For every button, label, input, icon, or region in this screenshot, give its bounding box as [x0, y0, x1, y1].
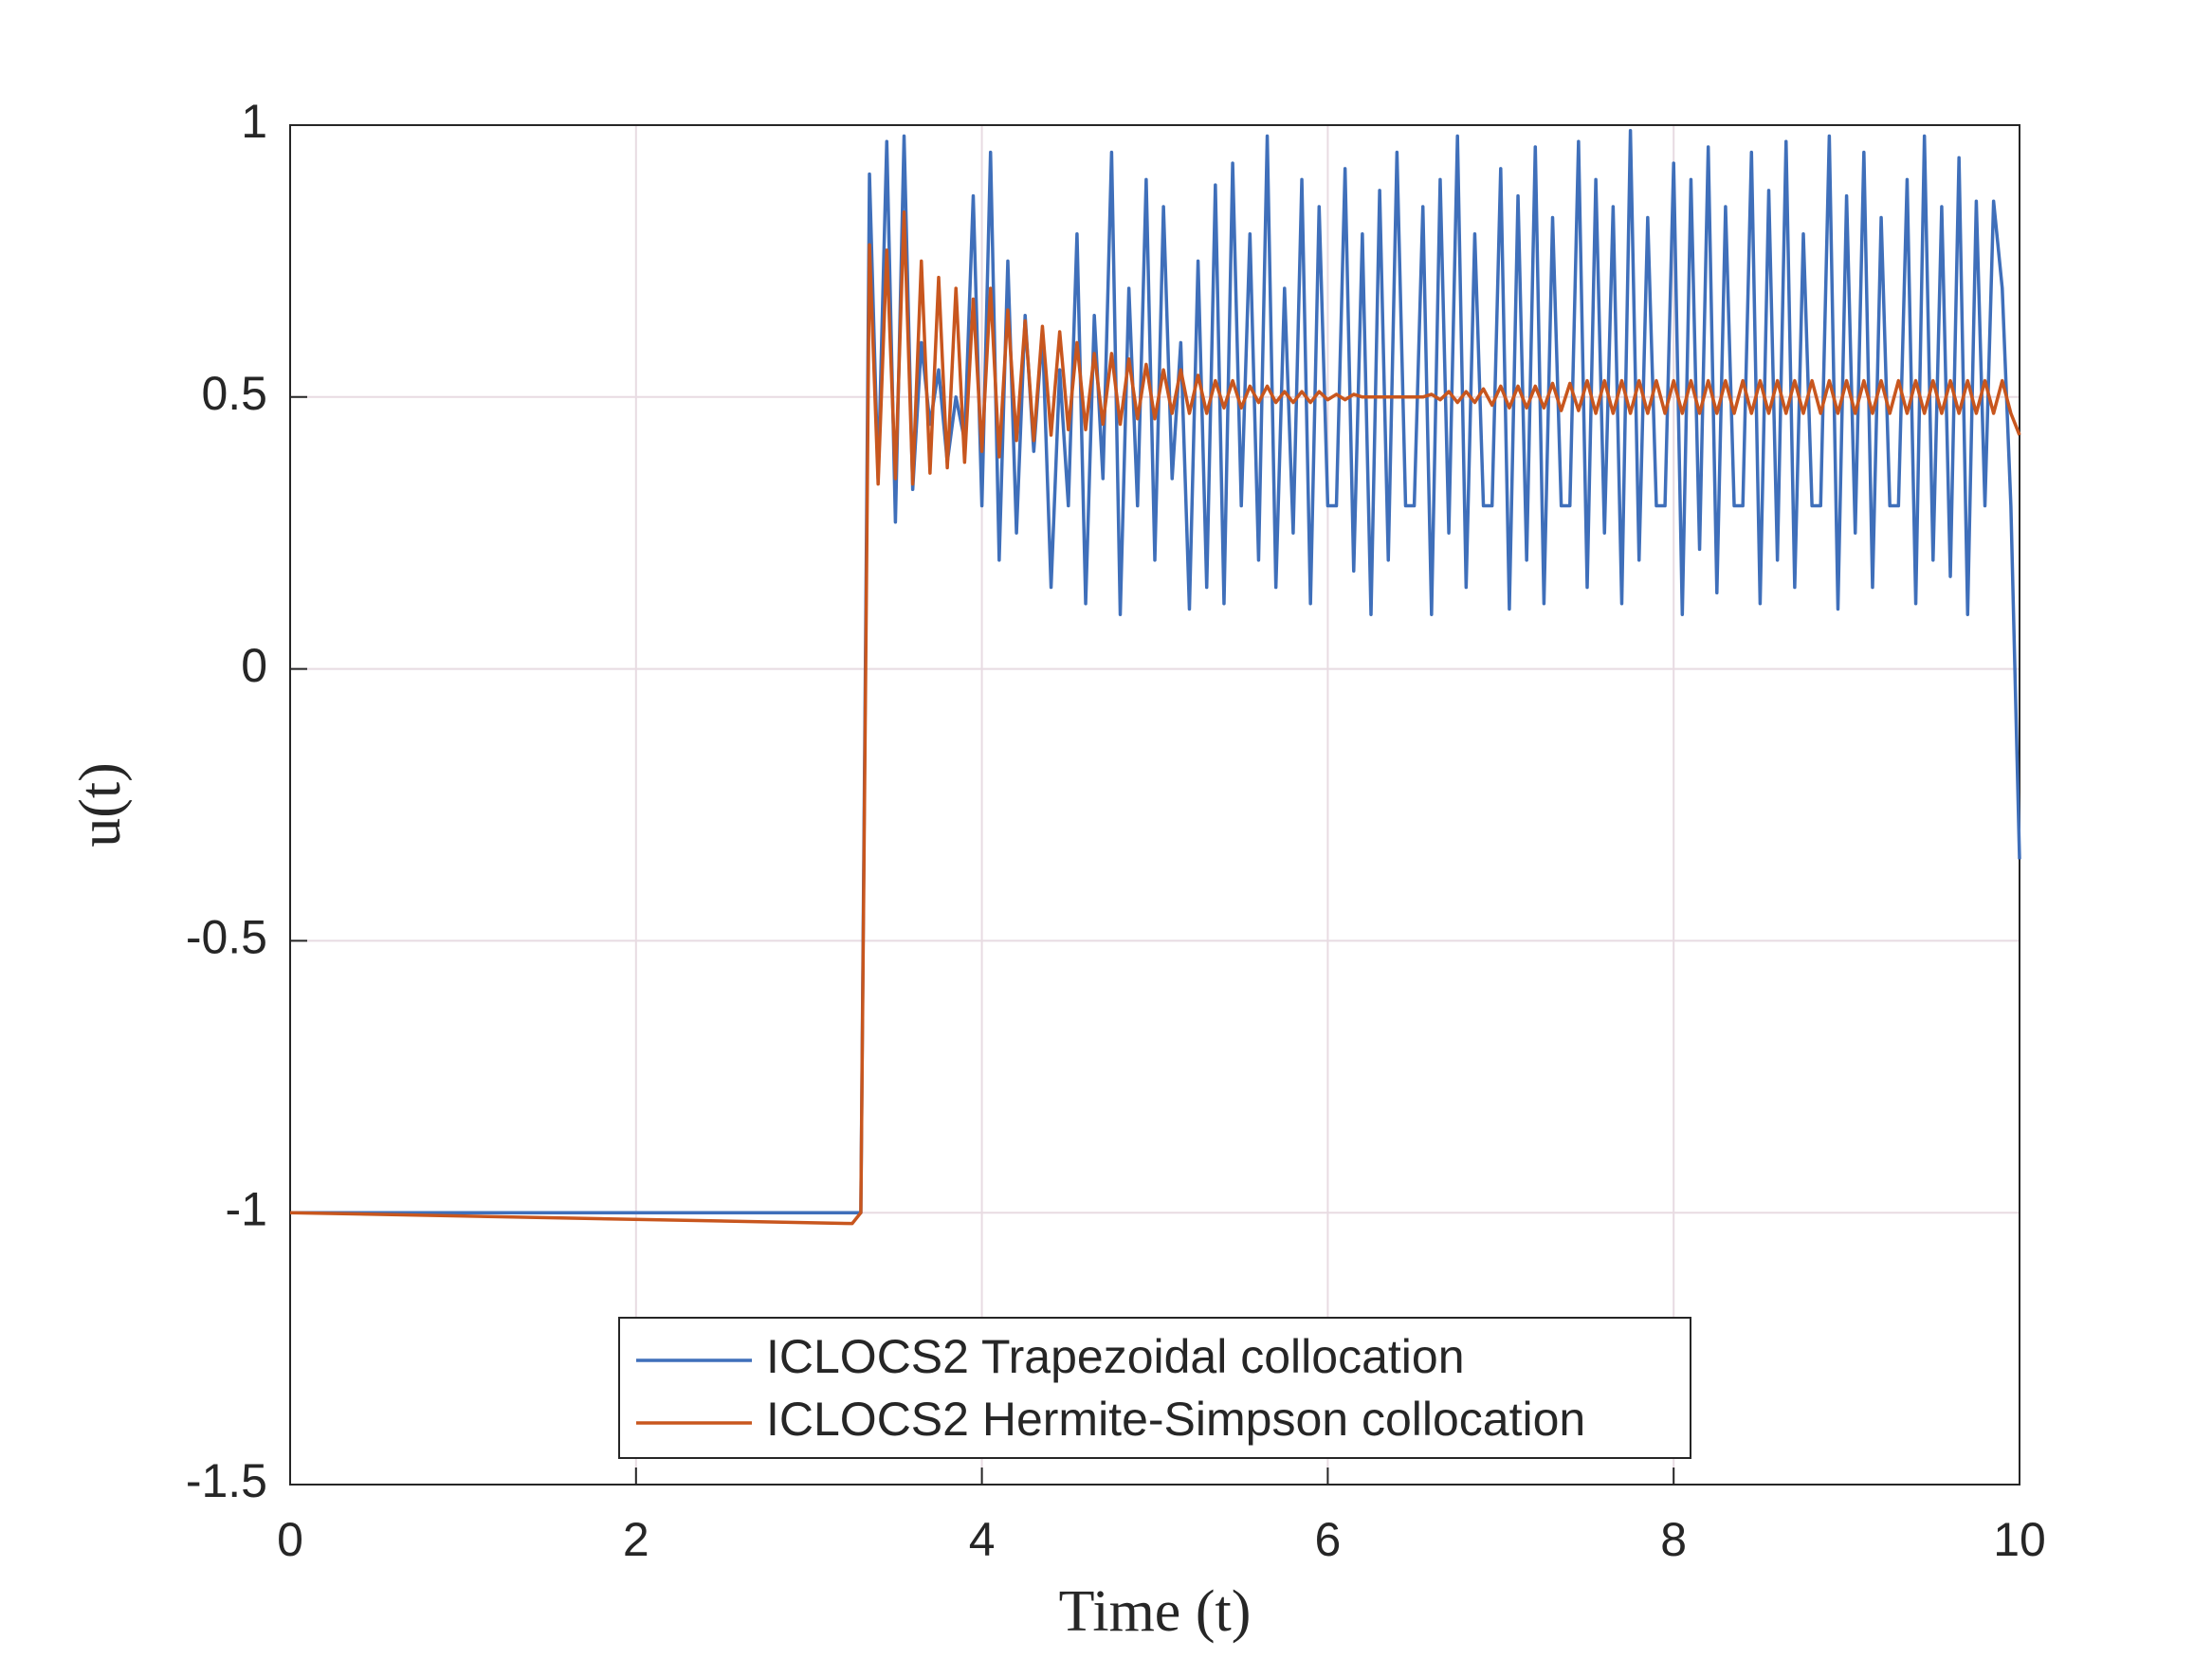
- x-tick-label: 10: [1993, 1513, 2046, 1566]
- x-tick-label: 6: [1314, 1513, 1341, 1566]
- y-tick-label: -1.5: [186, 1454, 267, 1507]
- series-line: [289, 210, 2021, 1226]
- y-tick-label: 0: [241, 639, 267, 692]
- x-tick-label: 2: [623, 1513, 649, 1566]
- plot-frame: [289, 124, 2020, 1486]
- x-tick-label: 0: [277, 1513, 303, 1566]
- legend-label: ICLOCS2 Trapezoidal collocation: [766, 1330, 1465, 1383]
- y-tick-label: 0.5: [201, 367, 267, 420]
- y-axis-label: u(t): [68, 762, 133, 848]
- x-tick-label: 4: [969, 1513, 996, 1566]
- x-axis-label: Time (t): [1059, 1579, 1252, 1644]
- y-tick-label: 1: [241, 95, 267, 148]
- y-tick-label: -1: [226, 1182, 267, 1235]
- series-line: [290, 128, 2021, 1214]
- x-tick-label: 8: [1660, 1513, 1687, 1566]
- legend-box: [618, 1317, 1691, 1459]
- y-tick-label: -0.5: [186, 911, 267, 964]
- legend: ICLOCS2 Trapezoidal collocation ICLOCS2 H…: [618, 1317, 1691, 1459]
- legend-label: ICLOCS2 Hermite-Simpson collocation: [766, 1393, 1585, 1446]
